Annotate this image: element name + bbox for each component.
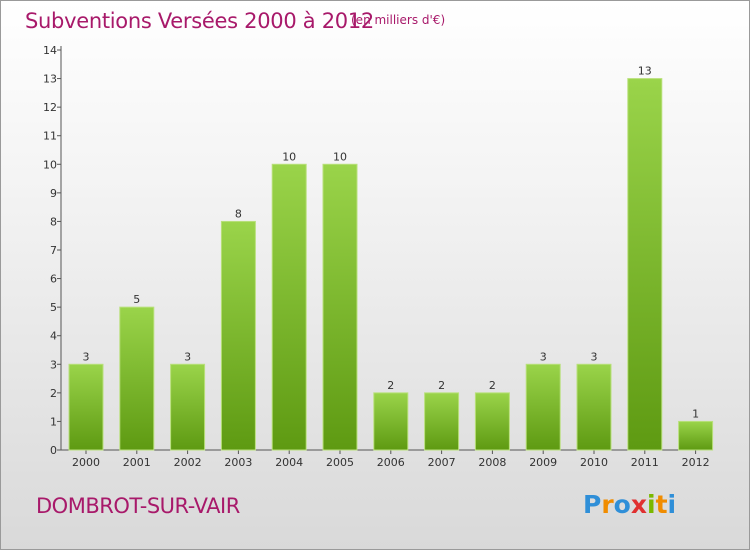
bar	[678, 420, 714, 451]
y-tick-label: 0	[50, 444, 57, 457]
x-tick-label: 2010	[580, 456, 608, 469]
bar	[424, 392, 460, 451]
logo-letter: i	[667, 490, 677, 519]
data-label: 2	[438, 379, 445, 392]
bar	[373, 392, 409, 451]
bar	[474, 392, 510, 451]
x-tick-label: 2008	[478, 456, 506, 469]
data-label: 13	[638, 65, 652, 78]
commune-name: DOMBROT-SUR-VAIR	[36, 494, 240, 518]
chart-title: Subventions Versées 2000 à 2012	[25, 9, 374, 33]
x-tick-label: 2002	[174, 456, 202, 469]
data-label: 10	[333, 150, 347, 163]
bar	[322, 163, 358, 451]
bar	[170, 363, 206, 451]
y-tick-label: 10	[43, 158, 57, 171]
logo-letter: r	[601, 490, 614, 519]
y-tick-label: 3	[50, 358, 57, 371]
bar	[525, 363, 561, 451]
unit-note: (en milliers d'€)	[351, 13, 446, 27]
data-label: 1	[692, 407, 699, 420]
y-tick-label: 7	[50, 244, 57, 257]
logo-letter: o	[613, 490, 631, 519]
logo-letter: P	[583, 490, 602, 519]
y-tick-label: 5	[50, 301, 57, 314]
data-label: 3	[83, 350, 90, 363]
x-tick-label: 2003	[224, 456, 252, 469]
y-tick-label: 1	[50, 415, 57, 428]
x-tick-label: 2009	[529, 456, 557, 469]
y-tick-label: 14	[43, 44, 57, 57]
y-tick-label: 13	[43, 73, 57, 86]
data-label: 3	[540, 350, 547, 363]
x-tick-label: 2005	[326, 456, 354, 469]
data-label: 3	[184, 350, 191, 363]
bar	[627, 78, 663, 451]
data-label: 2	[489, 379, 496, 392]
data-label: 10	[282, 150, 296, 163]
x-tick-label: 2000	[72, 456, 100, 469]
data-label: 8	[235, 207, 242, 220]
y-tick-label: 4	[50, 330, 57, 343]
bar	[68, 363, 104, 451]
labels: 3 2000 5 2001 3 2002 8 2003 10 2004 10 2005 2 2006 2 20…	[72, 65, 710, 469]
bar	[271, 163, 307, 451]
logo-letter: x	[630, 490, 647, 519]
data-label: 3	[591, 350, 598, 363]
y-tick-label: 8	[50, 215, 57, 228]
bars	[68, 78, 714, 451]
bar	[220, 220, 256, 451]
x-tick-label: 2011	[631, 456, 659, 469]
x-tick-label: 2007	[428, 456, 456, 469]
y-tick-label: 12	[43, 101, 57, 114]
logo-letter: t	[655, 490, 668, 519]
logo-letter: i	[647, 490, 656, 519]
y-tick-label: 6	[50, 273, 57, 286]
bar	[119, 306, 155, 451]
y-tick-label: 9	[50, 187, 57, 200]
y-tick-label: 11	[43, 130, 57, 143]
data-label: 2	[387, 379, 394, 392]
x-tick-label: 2006	[377, 456, 405, 469]
proxiti-logo: Proxiti	[583, 490, 676, 519]
x-tick-label: 2004	[275, 456, 303, 469]
x-tick-label: 2012	[682, 456, 710, 469]
data-label: 5	[133, 293, 140, 306]
y-tick-label: 2	[50, 387, 57, 400]
x-tick-label: 2001	[123, 456, 151, 469]
bar	[576, 363, 612, 451]
